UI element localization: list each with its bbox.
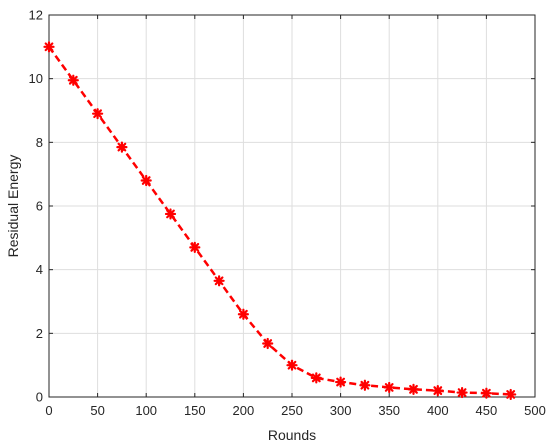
data-point-marker (335, 376, 347, 388)
y-tick-label: 10 (29, 71, 43, 86)
x-tick-label: 150 (184, 403, 206, 418)
x-tick-label: 350 (378, 403, 400, 418)
data-point-marker (262, 337, 274, 350)
x-tick-label: 250 (281, 403, 303, 418)
data-point-marker (116, 141, 128, 153)
data-point-marker (140, 174, 152, 187)
x-tick-label: 300 (330, 403, 352, 418)
axis-ticks: 0 50 100 150 200 250 300 350 400 450 500 0 2 4 6 8 10 12 (29, 8, 546, 419)
series (43, 41, 517, 401)
y-tick-label: 6 (36, 199, 43, 214)
y-axis-label: Residual Energy (5, 155, 21, 258)
x-axis-label: Rounds (268, 427, 316, 443)
data-point-marker (359, 379, 371, 391)
data-point-marker (480, 387, 492, 399)
y-tick-label: 2 (36, 326, 43, 341)
x-tick-label: 100 (135, 403, 157, 418)
x-tick-label: 400 (427, 403, 449, 418)
data-point-marker (164, 208, 177, 220)
x-tick-label: 50 (90, 403, 104, 418)
data-point-marker (407, 383, 420, 395)
data-point-marker (286, 359, 298, 371)
data-point-marker (432, 385, 444, 397)
data-point-marker (456, 386, 468, 399)
data-point-marker (383, 381, 395, 394)
y-tick-label: 4 (36, 262, 43, 277)
y-tick-label: 0 (36, 390, 43, 405)
y-tick-label: 12 (29, 8, 43, 23)
x-tick-label: 500 (524, 403, 546, 418)
data-point-marker (91, 108, 104, 120)
data-point-marker (213, 275, 225, 287)
data-point-marker (43, 41, 55, 53)
y-tick-label: 8 (36, 135, 43, 150)
x-tick-label: 200 (233, 403, 255, 418)
data-point-marker (505, 388, 517, 401)
x-tick-label: 0 (45, 403, 52, 418)
data-point-marker (310, 372, 322, 384)
data-point-marker (189, 241, 201, 253)
x-tick-label: 450 (476, 403, 498, 418)
data-point-marker (67, 74, 79, 86)
data-point-marker (237, 308, 249, 320)
